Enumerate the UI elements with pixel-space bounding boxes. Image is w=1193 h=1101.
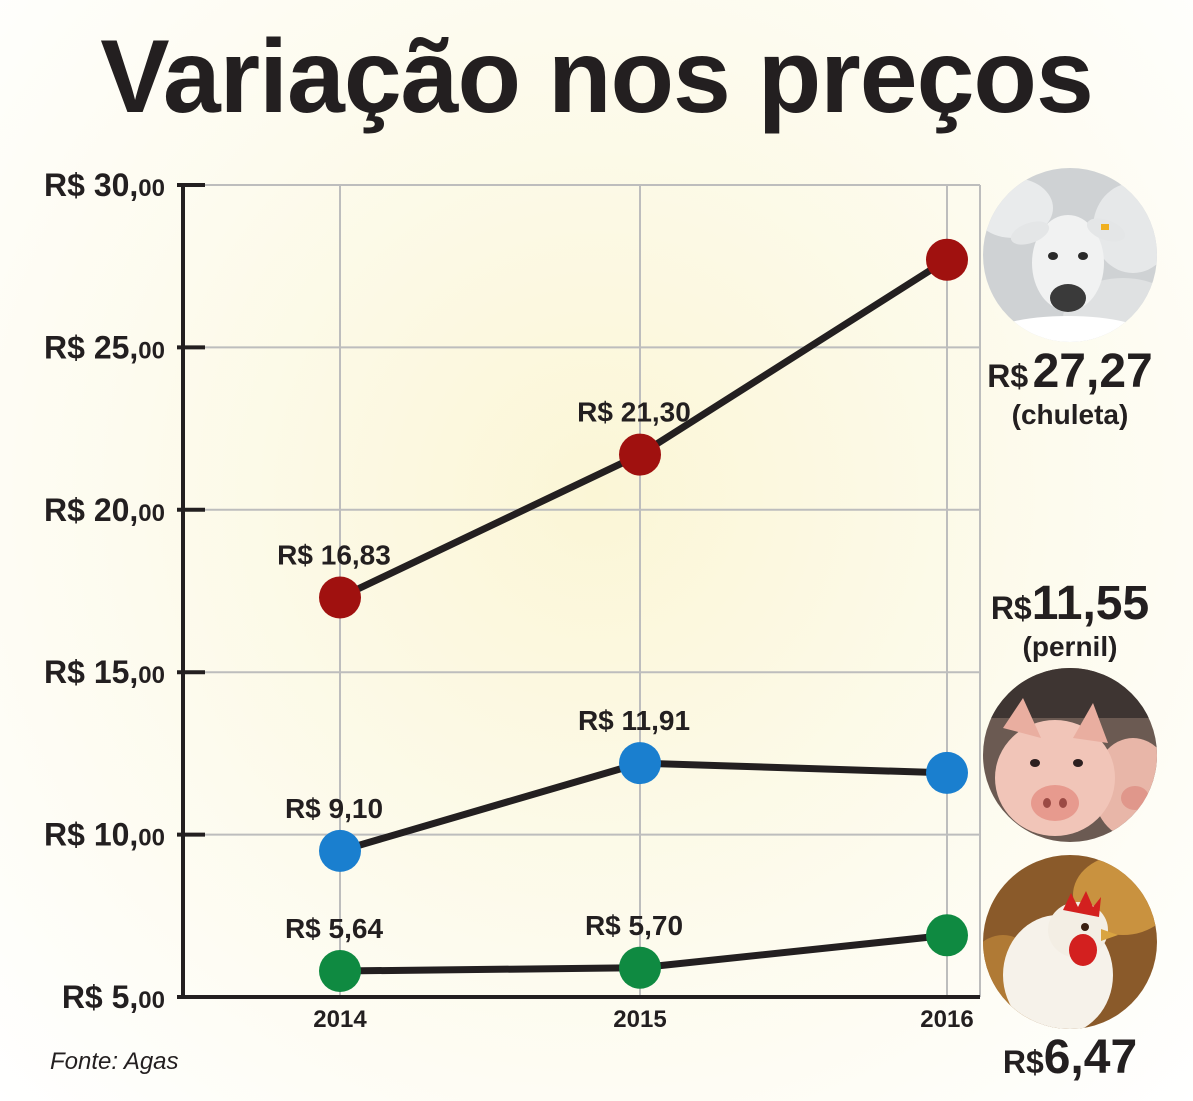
y-tick-label: R$ 20,00 xyxy=(44,492,165,528)
y-tick-main: R$ 15, xyxy=(44,654,138,690)
y-tick-label: R$ 25,00 xyxy=(44,329,165,365)
pork-end-value: 11,55 xyxy=(1031,577,1150,630)
pork-data-label: R$ 11,91 xyxy=(578,705,690,736)
pork-data-point xyxy=(926,751,968,794)
chicken-data-point xyxy=(319,950,361,993)
y-tick-cents: 00 xyxy=(138,662,165,689)
y-tick-cents: 00 xyxy=(138,987,165,1014)
y-tick-main: R$ 25, xyxy=(44,329,138,365)
pork-data-point xyxy=(619,742,661,785)
y-tick-cents: 00 xyxy=(138,337,165,364)
beef-end-currency: R$ xyxy=(987,358,1029,394)
y-tick-main: R$ 30, xyxy=(44,167,138,203)
x-tick-label: 2015 xyxy=(613,1006,666,1033)
y-tick-label: R$ 15,00 xyxy=(44,654,165,690)
beef-end-value: 27,27 xyxy=(1032,345,1153,398)
data-labels: R$ 16,83 R$ 21,30 R$ 9,10 R$ 11,91 R$ 5,64 R$… xyxy=(277,397,691,944)
pork-data-point xyxy=(319,829,361,872)
chicken-data-point xyxy=(619,946,661,989)
x-axis-ticks: 2014 2015 2016 xyxy=(313,1006,973,1033)
beef-data-point xyxy=(619,433,661,476)
series-points xyxy=(319,238,968,993)
x-tick-label: 2014 xyxy=(313,1006,367,1033)
source-note: Fonte: Agas xyxy=(50,1048,179,1075)
beef-data-point xyxy=(926,238,968,281)
chicken-data-label: R$ 5,64 xyxy=(285,913,383,944)
y-tick-label: R$ 10,00 xyxy=(44,817,165,853)
y-tick-label: R$ 30,00 xyxy=(44,167,165,203)
chicken-data-point xyxy=(926,914,968,957)
cow-photo xyxy=(983,168,1157,342)
chicken-end-label: R$6,47 xyxy=(968,1030,1172,1085)
pork-end-label: R$11,55 (pernil) xyxy=(968,576,1172,663)
axes xyxy=(177,183,980,999)
y-tick-cents: 00 xyxy=(138,825,165,852)
beef-data-label: R$ 21,30 xyxy=(577,397,691,428)
chicken-end-value: 6,47 xyxy=(1043,1031,1138,1084)
chicken-data-label: R$ 5,70 xyxy=(585,910,683,941)
beef-data-point xyxy=(319,576,361,619)
pork-data-label: R$ 9,10 xyxy=(285,793,383,824)
beef-series-line xyxy=(338,256,949,601)
beef-end-cut: (chuleta) xyxy=(1011,399,1129,430)
chicken-photo xyxy=(983,855,1157,1029)
y-tick-main: R$ 20, xyxy=(44,492,138,528)
chicken-end-currency: R$ xyxy=(1002,1044,1044,1080)
beef-end-label: R$ 27,27 (chuleta) xyxy=(968,344,1172,431)
y-tick-label: R$ 5,00 xyxy=(62,979,165,1015)
y-tick-cents: 00 xyxy=(138,175,165,202)
pork-end-currency: R$ xyxy=(990,590,1032,626)
chart-title: Variação nos preços xyxy=(100,19,1094,135)
y-tick-cents: 00 xyxy=(138,500,165,527)
pig-photo xyxy=(983,668,1157,842)
y-tick-main: R$ 5, xyxy=(62,979,138,1015)
y-tick-main: R$ 10, xyxy=(44,817,138,853)
pork-end-cut: (pernil) xyxy=(1022,631,1118,662)
grid xyxy=(183,184,981,998)
beef-data-label: R$ 16,83 xyxy=(277,539,391,570)
y-axis-ticks: R$ 30,00R$ 25,00R$ 20,00R$ 15,00R$ 10,00… xyxy=(44,167,165,1015)
x-tick-label: 2016 xyxy=(920,1006,973,1033)
series-lines xyxy=(338,256,949,975)
